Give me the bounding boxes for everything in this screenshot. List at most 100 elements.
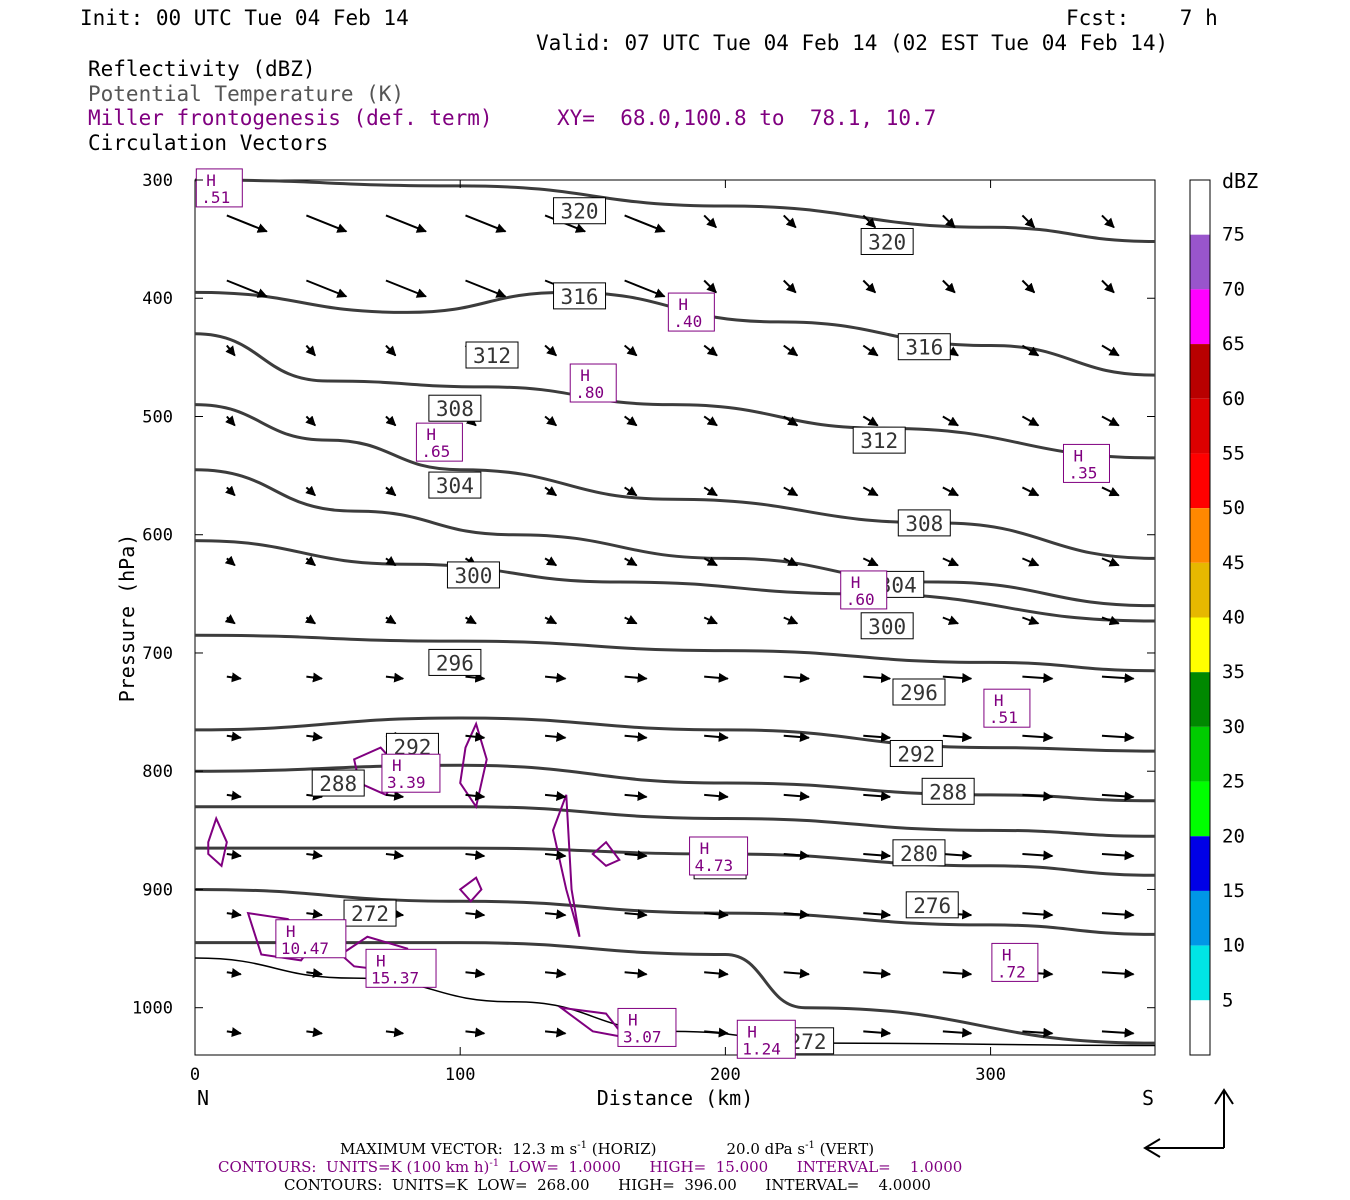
fronto-max-box	[381, 753, 441, 793]
circulation-vector	[544, 614, 558, 625]
frontogenesis-contour	[207, 815, 228, 868]
circulation-vector	[783, 214, 797, 229]
colorbar-label: 40	[1222, 607, 1245, 629]
circulation-vector	[464, 614, 477, 625]
circulation-vector	[1021, 344, 1040, 357]
frontogenesis-contours	[207, 721, 628, 1039]
theta-label: 296	[900, 681, 938, 705]
circulation-vector	[226, 968, 242, 978]
fronto-max-h: H	[628, 1010, 638, 1029]
circulation-vector	[226, 672, 242, 683]
circulation-vector	[783, 415, 799, 427]
circulation-vector	[544, 850, 567, 861]
theta-label: 300	[454, 564, 492, 588]
circulation-vector	[225, 344, 236, 357]
circulation-vector	[1101, 732, 1135, 743]
y-tick-label: 1000	[132, 999, 173, 1019]
circulation-vector	[305, 415, 316, 427]
fronto-max-box	[1062, 443, 1110, 483]
circulation-vector	[624, 214, 666, 233]
colorbar-label: 55	[1222, 442, 1245, 464]
circulation-vector	[544, 556, 558, 567]
circulation-vector	[306, 672, 323, 683]
fronto-max-h: H	[678, 295, 688, 314]
circulation-vector	[385, 672, 405, 683]
circulation-vector	[863, 791, 892, 802]
fronto-max-box	[415, 422, 463, 462]
axes: 300 400 500 600 700 800 900 1000 0 100 200 300	[132, 171, 1155, 1085]
circulation-vector	[385, 614, 397, 625]
colorbar-label: 45	[1222, 552, 1245, 574]
circulation-vectors	[224, 214, 1135, 1038]
circulation-vector	[783, 672, 810, 683]
circulation-vector	[862, 415, 879, 427]
colorbar-label: 60	[1222, 388, 1245, 410]
colorbar-segment	[1190, 508, 1210, 563]
y-tick-label: 700	[142, 644, 173, 664]
fronto-max-value: 15.37	[371, 968, 419, 987]
theta-label: 316	[905, 336, 943, 360]
colorbar-label: 65	[1222, 333, 1245, 355]
fronto-max-box	[689, 836, 749, 876]
theta-label: 292	[897, 742, 935, 766]
circulation-vector	[942, 968, 973, 979]
circulation-vector	[863, 850, 892, 861]
fronto-max-h: H	[1002, 945, 1012, 964]
circulation-vector	[624, 615, 638, 625]
field-theta: Potential Temperature (K)	[88, 82, 405, 106]
theta-label-box	[897, 333, 951, 361]
theta-label-box	[343, 899, 397, 927]
circulation-vector	[1022, 1027, 1054, 1038]
theta-label-box	[553, 282, 607, 310]
frontogenesis-maxima-labels: H.51H.40H.80H.65 H.35H.60H.51H3.39H4.73H1…	[195, 168, 1110, 1059]
fronto-max-h: H	[376, 951, 386, 970]
theta-contour-304	[194, 468, 1156, 608]
colorbar-label: 20	[1222, 825, 1245, 847]
circulation-vector	[703, 279, 717, 294]
theta-label: 300	[868, 615, 906, 639]
circulation-vector	[942, 673, 973, 683]
circulation-vector	[224, 485, 236, 497]
circulation-vector	[703, 486, 718, 497]
fronto-max-value: .65	[421, 442, 450, 461]
circulation-vector	[624, 968, 648, 979]
circulation-vector	[465, 968, 486, 979]
x-axis-label: Distance (km)	[597, 1086, 754, 1110]
fronto-max-value: .72	[997, 962, 1026, 981]
circulation-vector	[544, 791, 567, 801]
circulation-vector	[306, 279, 348, 298]
colorbar-segment	[1190, 672, 1210, 727]
theta-label-box	[428, 394, 482, 422]
circulation-vector	[1101, 415, 1120, 427]
colorbar-label: 75	[1222, 224, 1245, 246]
circulation-vector	[942, 486, 959, 497]
fronto-max-value: 3.07	[623, 1027, 662, 1046]
theta-contour-300	[194, 539, 1156, 623]
theta-label-box	[921, 777, 975, 805]
circulation-vector	[1021, 279, 1036, 294]
circulation-vector	[624, 415, 638, 427]
circulation-vector	[1022, 850, 1054, 861]
theta-contour-272	[195, 941, 1156, 1045]
circulation-vector	[385, 556, 397, 567]
y-tick-label: 600	[142, 526, 173, 546]
colorbar-label: 50	[1222, 497, 1245, 519]
fronto-max-value: .35	[1068, 463, 1097, 482]
reference-vector-arrows	[1143, 1088, 1234, 1158]
circulation-vector	[1101, 344, 1120, 357]
theta-contour-308	[194, 403, 1156, 560]
theta-label: 304	[436, 474, 474, 498]
fronto-max-h: H	[1073, 446, 1083, 465]
circulation-vector	[863, 909, 892, 920]
north-label: N	[197, 1086, 209, 1110]
circulation-vector	[703, 615, 718, 625]
colorbar-segment	[1190, 890, 1210, 946]
circulation-vector	[465, 790, 486, 801]
circulation-vector	[624, 486, 638, 497]
field-frontogenesis: Miller frontogenesis (def. term)	[88, 106, 493, 130]
circulation-vector	[704, 968, 729, 979]
circulation-vector	[385, 790, 405, 801]
fronto-max-box	[840, 570, 888, 610]
y-tick-label: 300	[142, 171, 173, 191]
